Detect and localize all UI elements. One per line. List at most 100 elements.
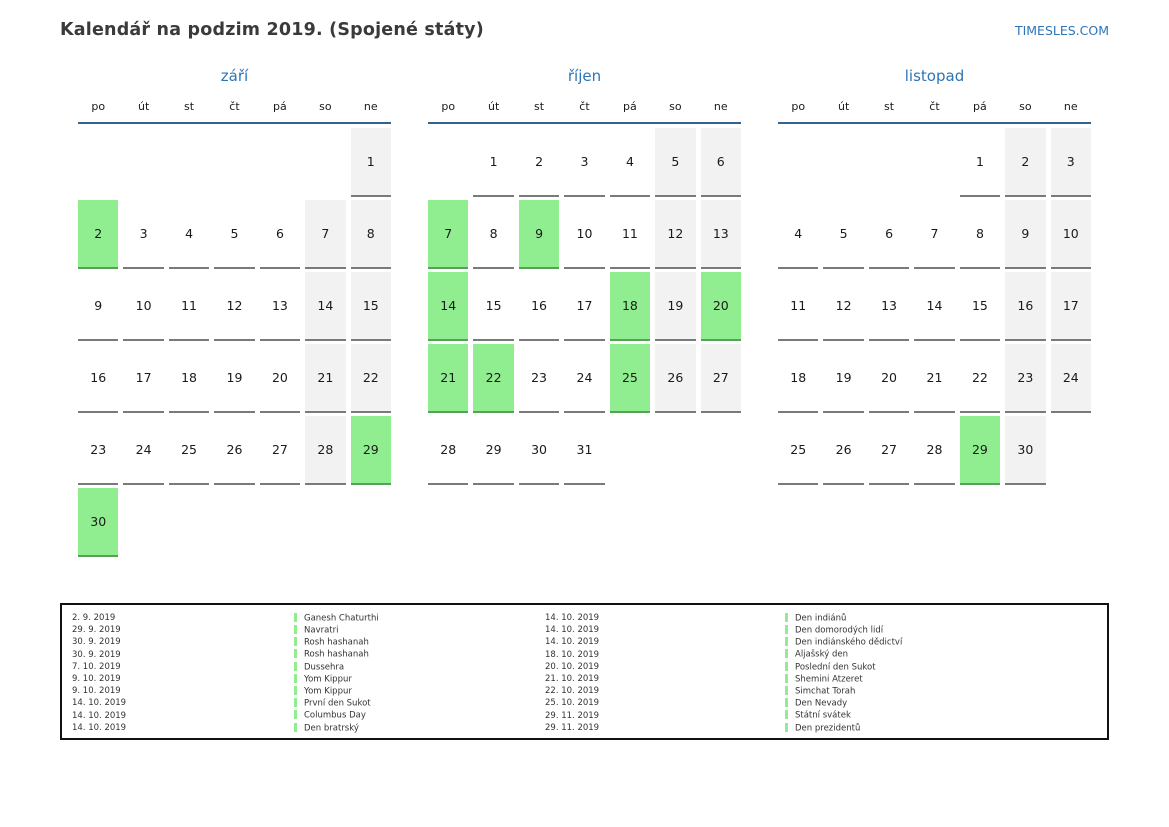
holiday-marker-icon: [785, 673, 788, 683]
legend-date: 30. 9. 2019: [72, 637, 121, 648]
holiday-marker-icon: [294, 722, 297, 732]
day-cell: 26: [823, 416, 864, 485]
day-cell-empty: [123, 488, 163, 557]
day-cell: 26: [655, 344, 696, 413]
day-cell-empty: [260, 128, 300, 197]
legend-date: 20. 10. 2019: [545, 661, 600, 672]
month-title: září: [220, 67, 249, 85]
day-cell-empty: [914, 128, 954, 197]
legend-date: 14. 10. 2019: [545, 625, 600, 636]
legend-date: 9. 10. 2019: [72, 686, 121, 697]
day-cell: 29: [473, 416, 514, 485]
day-cell: 24: [123, 416, 164, 485]
months-row: září po út st čt pá so ne 1 2 3 4 5 6 7 8 9 10 11 12 13 14 15 1…: [78, 67, 1109, 557]
legend-date: 29. 11. 2019: [545, 710, 600, 721]
day-cell: 17: [123, 344, 164, 413]
day-cell: 10: [1050, 200, 1091, 269]
legend-entry: Yom Kippur: [294, 673, 545, 684]
day-cell-empty: [1051, 416, 1091, 485]
day-cell: 8: [350, 200, 391, 269]
day-cell: 15: [350, 272, 391, 341]
holiday-marker-icon: [785, 661, 788, 671]
legend-date: 25. 10. 2019: [545, 698, 600, 709]
brand-link[interactable]: TIMESLES.COM: [1014, 23, 1109, 38]
day-cell: 9: [78, 272, 119, 341]
day-cell-empty: [214, 488, 254, 557]
holiday-marker-icon: [294, 649, 297, 659]
month-září: září po út st čt pá so ne 1 2 3 4 5 6 7 8 9 10 11 12 13 14 15 1…: [78, 67, 391, 557]
weekday-label: st: [884, 100, 895, 113]
day-cell: 18: [168, 344, 210, 413]
legend-entry: Den indiánů: [785, 612, 1097, 623]
day-cell: 7: [428, 200, 469, 269]
month-grid: 1 2 3 4 5 6 7 8 9 10 11 12 13 14 15 16 17 18 19 20 21 22 23 24 2…: [78, 128, 391, 557]
day-cell-empty: [305, 488, 345, 557]
holiday-marker-icon: [785, 698, 788, 708]
weekday-label: pá: [273, 100, 287, 113]
legend-date: 2. 9. 2019: [72, 613, 116, 624]
day-cell: 9: [1005, 200, 1046, 269]
day-cell: 28: [914, 416, 955, 485]
day-cell: 30: [78, 488, 119, 557]
day-cell: 24: [1050, 344, 1091, 413]
legend-date: 14. 10. 2019: [72, 710, 127, 721]
weekday-label: so: [319, 100, 332, 113]
holiday-marker-icon: [785, 625, 788, 635]
legend-entry: Den domorodých lidí: [785, 625, 1097, 636]
day-cell-empty: [169, 128, 209, 197]
holiday-marker-icon: [294, 710, 297, 720]
page-header: Kalendář na podzim 2019. (Spojené státy)…: [0, 0, 1169, 40]
legend-entry: Yom Kippur: [294, 685, 545, 696]
day-cell: 4: [609, 128, 651, 197]
weekday-label: pá: [973, 100, 987, 113]
day-cell: 11: [778, 272, 819, 341]
legend-date: 30. 9. 2019: [72, 649, 121, 660]
weekday-label: út: [837, 100, 850, 113]
day-cell-empty: [655, 416, 695, 485]
weekday-label: út: [487, 100, 500, 113]
weekday-label: st: [534, 100, 545, 113]
holiday-marker-icon: [785, 685, 788, 695]
day-cell: 15: [959, 272, 1001, 341]
holiday-marker-icon: [785, 722, 788, 732]
day-cell: 26: [214, 416, 255, 485]
legend-date: 21. 10. 2019: [545, 674, 600, 685]
weekday-label: čt: [229, 100, 240, 113]
day-cell: 29: [959, 416, 1001, 485]
day-cell: 1: [959, 128, 1001, 197]
day-cell: 9: [518, 200, 560, 269]
legend-date: 14. 10. 2019: [545, 637, 600, 648]
legend-date: 18. 10. 2019: [545, 649, 600, 660]
day-cell: 7: [305, 200, 346, 269]
day-cell: 14: [428, 272, 469, 341]
day-cell: 27: [868, 416, 910, 485]
day-cell: 19: [655, 272, 696, 341]
weekday-header: po út st čt pá so ne: [428, 100, 741, 124]
day-cell: 8: [959, 200, 1001, 269]
month-title: říjen: [567, 67, 602, 85]
day-cell-empty: [260, 488, 300, 557]
legend-date: 14. 10. 2019: [545, 613, 600, 624]
day-cell: 23: [78, 416, 119, 485]
month-grid: 1 2 3 4 5 6 7 8 9 10 11 12 13 14 15 16 17 18 19 20 21 22 23 24 2…: [428, 128, 741, 485]
day-cell-empty: [778, 128, 818, 197]
day-cell: 22: [473, 344, 514, 413]
weekday-label: čt: [579, 100, 590, 113]
legend-date: 29. 11. 2019: [545, 722, 600, 733]
day-cell: 25: [778, 416, 819, 485]
day-cell: 21: [428, 344, 469, 413]
day-cell-empty: [123, 128, 163, 197]
weekday-label: ne: [713, 100, 728, 113]
weekday-label: po: [441, 100, 456, 113]
day-cell-empty: [610, 416, 650, 485]
day-cell: 17: [564, 272, 605, 341]
weekday-label: so: [669, 100, 682, 113]
holiday-marker-icon: [294, 661, 297, 671]
legend-entry: Aljašský den: [785, 649, 1097, 660]
day-cell: 16: [518, 272, 560, 341]
weekday-label: po: [791, 100, 806, 113]
day-cell: 21: [305, 344, 346, 413]
day-cell: 16: [1005, 272, 1046, 341]
legend-date: 14. 10. 2019: [72, 722, 127, 733]
